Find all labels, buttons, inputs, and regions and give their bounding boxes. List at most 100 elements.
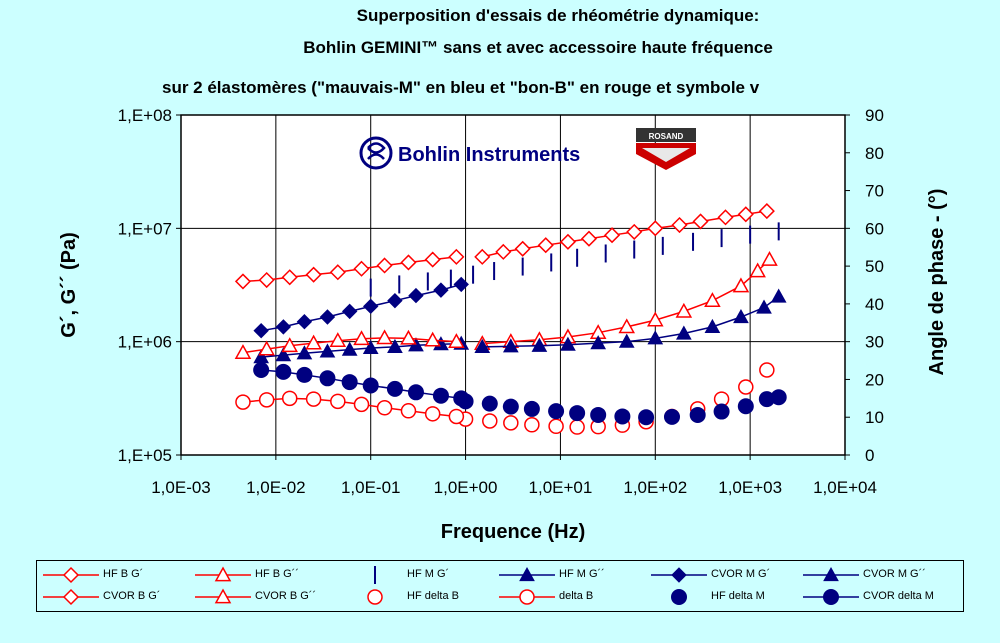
legend-label: delta B xyxy=(559,590,594,602)
data-point xyxy=(453,276,469,293)
data-point xyxy=(738,379,754,395)
data-point xyxy=(537,237,554,254)
series-line xyxy=(482,295,780,348)
legend-marker xyxy=(62,588,80,606)
legend-marker xyxy=(214,588,232,604)
legend-label: HF delta M xyxy=(711,590,765,602)
y-tick-label: 1,E+07 xyxy=(118,219,172,238)
data-point xyxy=(675,302,693,318)
series-line xyxy=(261,369,462,400)
data-point xyxy=(704,318,721,333)
y2-axis-title: Angle de phase - (°) xyxy=(926,189,948,376)
data-point xyxy=(758,203,775,220)
data-point xyxy=(590,406,607,423)
data-point xyxy=(253,322,269,339)
data-point xyxy=(689,406,706,423)
data-point xyxy=(618,318,636,334)
data-point xyxy=(671,216,688,234)
data-point xyxy=(756,299,772,314)
chart-title-line-2: Bohlin GEMINI™ sans et avec accessoire h… xyxy=(303,38,773,57)
legend-swatch xyxy=(671,589,687,605)
series-9 xyxy=(235,390,465,425)
chart-legend: HF B G´ HF B G´´ HF M G´ HF M G´´ CVOR M G´ C… xyxy=(36,560,964,612)
data-point xyxy=(341,374,358,391)
data-point xyxy=(305,391,322,407)
series-8 xyxy=(457,362,775,435)
data-point xyxy=(758,391,775,408)
data-point xyxy=(424,251,441,268)
data-point xyxy=(548,418,564,435)
data-point xyxy=(253,362,270,378)
data-point xyxy=(234,273,252,290)
data-point xyxy=(353,260,370,277)
data-point xyxy=(569,405,586,422)
data-point xyxy=(675,325,692,340)
data-point xyxy=(432,387,449,404)
data-point xyxy=(353,330,370,346)
data-point xyxy=(770,288,787,303)
bohlin-swirl-icon xyxy=(359,136,393,170)
chart-title-line-1: Superposition d'essais de rhéométrie dyn… xyxy=(356,6,760,25)
data-point xyxy=(424,331,441,347)
data-point xyxy=(400,403,417,419)
data-point xyxy=(453,390,470,407)
data-point xyxy=(296,345,313,360)
legend-label: HF B G´´ xyxy=(255,568,299,580)
data-point xyxy=(329,332,347,348)
data-point xyxy=(502,338,519,353)
series-0 xyxy=(474,203,775,265)
x-tick-label: 1,0E+03 xyxy=(718,478,782,497)
y-axis-title: G´, G´´ (Pa) xyxy=(58,232,80,338)
x-tick-label: 1,0E-02 xyxy=(246,478,306,497)
data-point xyxy=(234,344,252,359)
data-point xyxy=(531,337,548,352)
legend-marker xyxy=(519,566,535,582)
y2-tick-label: 0 xyxy=(865,446,874,465)
chart-title-line-3: sur 2 élastomères ("mauvais-M" en bleu e… xyxy=(162,78,760,97)
data-point xyxy=(647,330,664,345)
data-point xyxy=(424,406,441,422)
legend-swatch xyxy=(499,589,555,605)
data-point xyxy=(590,335,607,350)
legend-marker xyxy=(823,566,839,582)
data-point xyxy=(363,298,379,315)
legend-marker xyxy=(519,589,535,605)
data-point xyxy=(663,408,680,425)
y2-tick-label: 50 xyxy=(865,257,884,276)
series-3 xyxy=(474,288,787,353)
data-point xyxy=(647,311,664,327)
data-point xyxy=(400,254,417,271)
data-point xyxy=(559,233,577,250)
x-tick-label: 1,0E-01 xyxy=(341,478,401,497)
series-2 xyxy=(369,222,780,297)
data-point xyxy=(341,303,358,320)
series-line xyxy=(242,337,457,354)
data-point xyxy=(503,415,519,431)
data-point xyxy=(618,333,635,348)
legend-swatch xyxy=(195,588,251,604)
bohlin-logo: Bohlin Instruments xyxy=(359,136,580,170)
data-point xyxy=(387,338,403,353)
legend-label: HF delta B xyxy=(407,590,459,602)
x-tick-label: 1,0E+02 xyxy=(623,478,687,497)
data-point xyxy=(376,329,393,345)
legend-swatch xyxy=(803,589,859,605)
data-point xyxy=(235,394,251,410)
data-point xyxy=(569,419,585,435)
data-point xyxy=(614,408,631,425)
legend-label: CVOR delta M xyxy=(863,590,934,602)
rosand-logo-text: ROSAND xyxy=(649,132,684,141)
data-point xyxy=(275,363,292,380)
data-point xyxy=(407,384,424,401)
data-point xyxy=(502,398,519,415)
data-point xyxy=(408,287,424,304)
data-point xyxy=(523,400,540,417)
series-6 xyxy=(234,248,465,290)
data-point xyxy=(330,393,346,410)
x-tick-label: 1,0E+00 xyxy=(434,478,498,497)
data-point xyxy=(733,308,749,324)
data-point xyxy=(275,319,292,335)
data-point xyxy=(387,292,403,309)
y2-tick-label: 90 xyxy=(865,106,884,125)
legend-swatch xyxy=(367,589,383,605)
